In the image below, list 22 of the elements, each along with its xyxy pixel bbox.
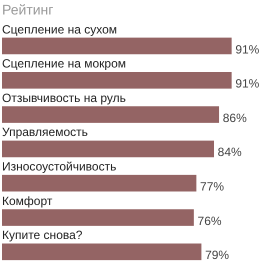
data-label: 77%: [200, 180, 224, 194]
y-tick-label: Отзывчивость на руль: [2, 90, 126, 105]
bar: [2, 244, 202, 260]
chart-title: Рейтинг: [2, 1, 54, 18]
data-label: 79%: [205, 248, 230, 262]
bar: [2, 174, 196, 192]
data-label: 86%: [222, 110, 248, 125]
y-tick-label: Комфорт: [2, 194, 53, 208]
data-label: 91%: [235, 42, 260, 56]
data-label: 76%: [198, 214, 222, 228]
bar: [2, 140, 214, 158]
y-tick-label: Управляемость: [2, 125, 88, 140]
y-tick-label: Сцепление на сухом: [2, 22, 118, 36]
bar: [2, 38, 232, 54]
bar: [2, 209, 194, 226]
y-tick-label: Износоустойчивость: [2, 160, 116, 174]
bar: [2, 72, 232, 89]
data-label: 91%: [235, 76, 260, 91]
y-tick-label: Сцепление на мокром: [2, 56, 126, 71]
bar: [2, 106, 220, 123]
y-tick-label: Купите снова?: [2, 228, 83, 242]
data-label: 84%: [218, 145, 242, 160]
